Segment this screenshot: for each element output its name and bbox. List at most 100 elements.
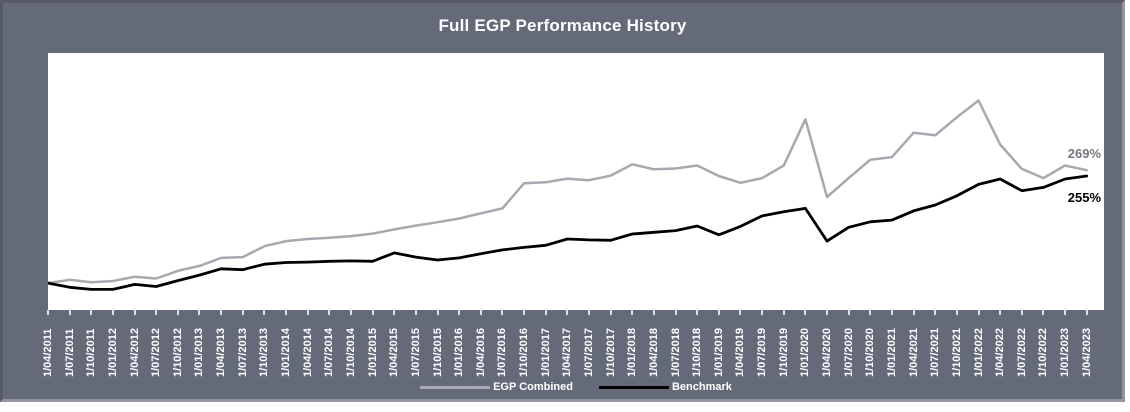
x-axis-label: 1/07/2016	[496, 328, 509, 377]
x-axis-label: 1/04/2012	[128, 328, 141, 377]
x-axis-label: 1/10/2012	[171, 328, 184, 377]
x-axis-tick	[328, 310, 331, 315]
x-axis-tick	[1020, 310, 1023, 315]
x-axis-tick	[609, 310, 612, 315]
x-axis-label: 1/04/2013	[215, 328, 228, 377]
x-axis-label: 1/01/2015	[366, 328, 379, 377]
x-axis-tick	[739, 310, 742, 315]
x-axis-label: 1/07/2019	[756, 328, 769, 377]
x-axis-tick	[544, 310, 547, 315]
x-axis-label: 1/01/2014	[280, 328, 293, 377]
x-axis-label: 1/10/2013	[258, 328, 271, 377]
x-axis-tick	[349, 310, 352, 315]
x-axis-label: 1/10/2015	[431, 328, 444, 377]
x-axis-label: 1/10/2019	[777, 328, 790, 377]
x-axis-tick	[371, 310, 374, 315]
x-axis-tick	[393, 310, 396, 315]
x-axis-tick	[652, 310, 655, 315]
x-axis-tick	[68, 310, 71, 315]
x-axis-tick	[761, 310, 764, 315]
x-axis-label: 1/04/2016	[474, 328, 487, 377]
x-axis-tick	[133, 310, 136, 315]
x-axis-label: 1/07/2012	[150, 328, 163, 377]
x-axis-tick	[176, 310, 179, 315]
x-axis-tick	[955, 310, 958, 315]
x-axis-tick	[588, 310, 590, 315]
plot-area: 269% 255%	[48, 53, 1104, 310]
x-axis-label: 1/07/2014	[323, 328, 336, 377]
x-axis-tick	[999, 310, 1002, 315]
x-axis-tick	[306, 310, 309, 315]
x-axis-tick	[717, 310, 720, 315]
x-axis-tick	[285, 310, 288, 315]
x-axis-label: 1/01/2022	[972, 328, 985, 377]
x-axis-label: 1/01/2013	[193, 328, 206, 377]
x-axis-tick	[241, 310, 244, 315]
x-axis-label: 1/10/2011	[85, 328, 98, 377]
series-line-egp-combined	[48, 99, 1088, 285]
x-axis-tick	[501, 310, 504, 315]
chart-title: Full EGP Performance History	[438, 16, 687, 35]
x-axis-tick	[847, 310, 850, 315]
x-axis-label: 1/10/2017	[604, 328, 617, 377]
x-axis-label: 1/01/2017	[539, 328, 552, 377]
chart-panel: Full EGP Performance History 269% 255% 1…	[0, 0, 1125, 402]
x-axis-label: 1/04/2018	[647, 328, 660, 377]
x-axis-label: 1/07/2020	[842, 328, 855, 377]
x-axis-tick	[111, 310, 114, 315]
x-axis-label: 1/07/2017	[583, 328, 595, 377]
chart-canvas	[48, 99, 1089, 291]
x-axis-label: 1/01/2021	[885, 328, 898, 377]
x-axis-tick	[458, 310, 461, 315]
x-axis-tick	[826, 310, 829, 315]
x-axis-tick	[220, 310, 223, 315]
series-end-label-egp-combined: 269%	[1067, 146, 1101, 162]
x-axis-tick	[631, 310, 634, 315]
x-axis-tick	[1042, 310, 1045, 315]
x-axis-label: 1/04/2022	[994, 328, 1007, 377]
legend-label-benchmark: Benchmark	[671, 381, 732, 393]
x-axis-tick	[674, 310, 677, 315]
x-axis-label: 1/07/2021	[929, 328, 942, 377]
x-axis-label: 1/07/2011	[63, 328, 76, 377]
x-axis-tick	[782, 310, 785, 315]
x-axis-label: 1/01/2018	[626, 328, 639, 377]
x-axis-label: 1/01/2020	[799, 328, 812, 377]
x-axis-label: 1/07/2013	[236, 328, 249, 377]
legend-label-egp: EGP Combined	[493, 381, 573, 393]
x-axis-tick	[912, 310, 915, 315]
x-axis-label: 1/10/2020	[864, 328, 877, 377]
x-axis-label: 1/10/2018	[691, 328, 704, 377]
x-axis-tick	[566, 310, 569, 315]
x-axis-label: 1/10/2014	[344, 328, 357, 377]
x-axis-tick	[155, 310, 158, 315]
x-axis-tick	[414, 310, 417, 315]
x-axis-label: 1/04/2011	[42, 328, 54, 377]
x-axis-tick	[436, 310, 439, 315]
legend-line-swatch-benchmark	[598, 385, 669, 389]
x-axis-label: 1/07/2015	[409, 328, 422, 377]
x-axis-label: 1/04/2019	[734, 328, 747, 377]
x-axis-label: 1/04/2020	[821, 328, 834, 377]
x-axis-tick	[977, 310, 980, 315]
x-axis-label: 1/01/2019	[712, 328, 725, 377]
x-axis-tick	[1064, 310, 1067, 315]
x-axis-tick	[47, 310, 49, 315]
x-axis-label: 1/04/2021	[907, 328, 920, 377]
x-axis-tick	[869, 310, 872, 315]
x-axis-label: 1/10/2016	[518, 328, 531, 377]
x-axis-tick	[523, 310, 526, 315]
x-axis-label: 1/10/2021	[950, 328, 963, 377]
x-axis-tick	[934, 310, 937, 315]
x-axis-label: 1/01/2012	[106, 328, 119, 377]
x-axis-tick	[804, 310, 807, 315]
legend-line-swatch-egp	[420, 385, 491, 389]
x-axis-label: 1/04/2023	[1080, 328, 1093, 377]
x-axis-label: 1/04/2015	[388, 328, 401, 377]
series-end-label-benchmark: 255%	[1067, 190, 1101, 206]
legend-item-egp-combined: EGP Combined	[420, 381, 573, 393]
x-axis-label: 1/07/2018	[669, 328, 682, 377]
series-line-benchmark	[48, 174, 1089, 291]
x-axis-label: 1/10/2022	[1037, 328, 1050, 377]
x-axis-tick	[479, 310, 482, 315]
